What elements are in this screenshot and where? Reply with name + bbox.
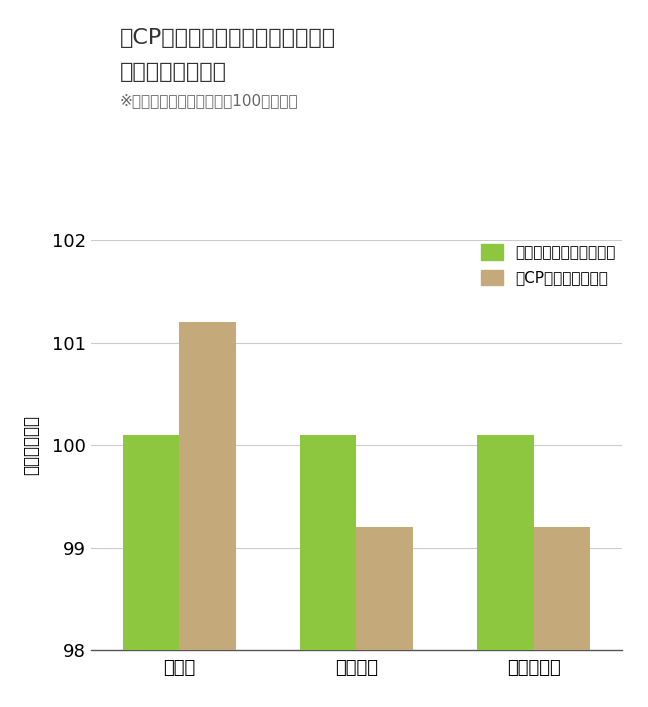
- Legend: 対照区（一般的な飳料）, 低CP＋酵素剤添加区: 対照区（一般的な飳料）, 低CP＋酵素剤添加区: [476, 240, 619, 290]
- Text: 採卵鴷の飼養成績: 採卵鴷の飼養成績: [120, 62, 227, 81]
- Text: 低CP飳料に酵素剤を添加した際の: 低CP飳料に酵素剤を添加した際の: [120, 28, 336, 48]
- Bar: [356, 527, 413, 650]
- Bar: [533, 527, 590, 650]
- Bar: [122, 436, 179, 650]
- Text: 围 4: 围 4: [49, 56, 78, 74]
- Y-axis label: 変化率（％）: 変化率（％）: [23, 416, 41, 475]
- Text: ※全農中研調べ（対照区を100とする）: ※全農中研調べ（対照区を100とする）: [120, 93, 299, 108]
- Bar: [477, 436, 533, 650]
- Bar: [179, 322, 236, 650]
- Bar: [300, 436, 356, 650]
